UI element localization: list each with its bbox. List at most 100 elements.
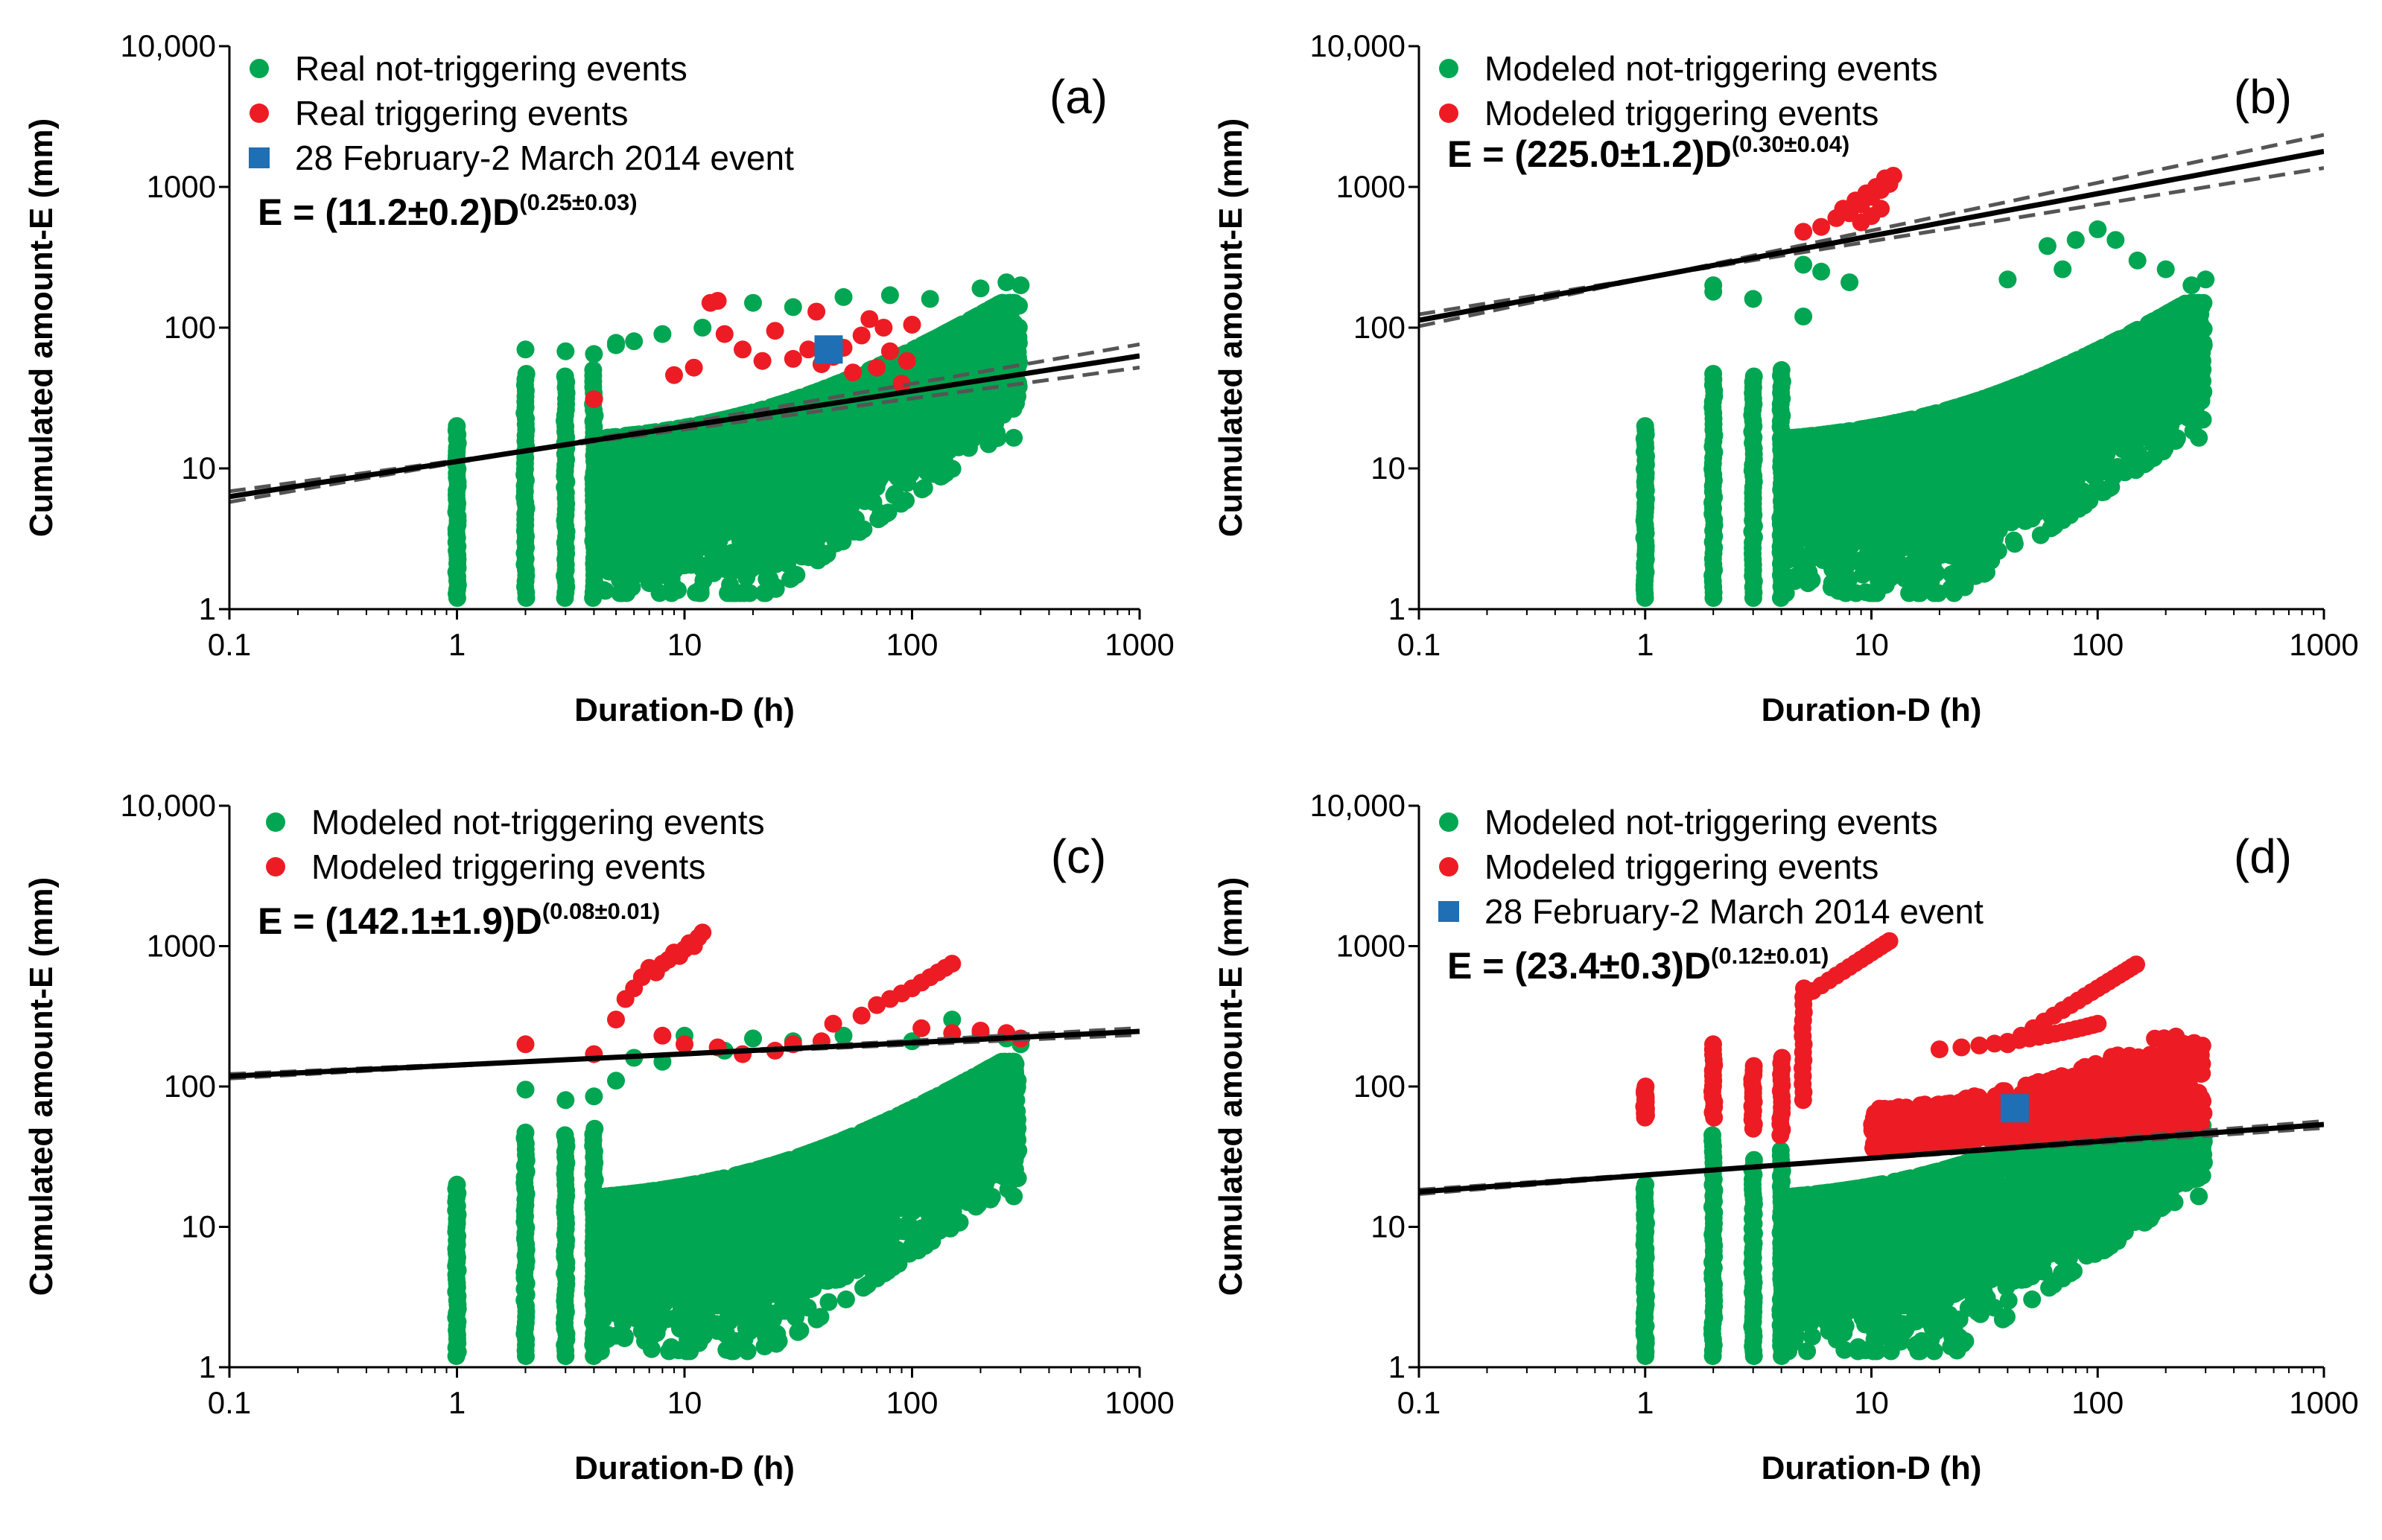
not-triggering-point — [784, 298, 802, 316]
triggering-point — [807, 302, 826, 321]
triggering-point — [892, 375, 911, 393]
not-triggering-point — [591, 484, 609, 503]
panel-a: 0.1 1 10 100 1000110100100010,000Duration-D … — [23, 28, 1175, 728]
triggering-point — [799, 340, 818, 359]
not-triggering-point — [833, 509, 852, 527]
not-triggering-point — [719, 584, 737, 602]
not-triggering-point — [596, 582, 614, 600]
not-triggering-point — [653, 325, 672, 343]
not-triggering-point — [669, 581, 687, 599]
legend-circle-marker — [250, 59, 269, 78]
not-triggering-point — [747, 475, 765, 494]
not-triggering-point — [850, 405, 868, 424]
not-triggering-point — [612, 584, 630, 602]
not-triggering-point — [637, 466, 655, 485]
not-triggering-point — [915, 479, 933, 497]
not-triggering-point — [744, 293, 762, 312]
not-triggering-point — [691, 584, 710, 602]
not-triggering-point — [617, 548, 635, 567]
not-triggering-point — [641, 565, 660, 584]
not-triggering-point — [720, 559, 739, 578]
not-triggering-point — [955, 435, 973, 454]
not-triggering-point — [1000, 325, 1018, 343]
not-triggering-point — [516, 340, 535, 359]
not-triggering-point — [667, 456, 685, 474]
not-triggering-point — [813, 516, 831, 535]
y-tick-label: 100 — [164, 310, 216, 345]
not-triggering-point — [650, 490, 669, 509]
not-triggering-point — [766, 421, 785, 439]
x-axis-title: Duration-D (h) — [574, 692, 795, 728]
not-triggering-point — [714, 433, 733, 451]
not-triggering-point — [715, 474, 734, 493]
not-triggering-point — [640, 444, 658, 462]
not-triggering-point — [804, 477, 823, 495]
not-triggering-point — [625, 332, 644, 351]
not-triggering-point — [767, 435, 786, 454]
x-tick-label: 10 — [667, 627, 702, 662]
threshold-line — [229, 353, 1140, 500]
panel-label: (a) — [1049, 70, 1108, 124]
not-triggering-point — [906, 401, 925, 420]
legend-circle-marker — [250, 104, 269, 123]
not-triggering-point — [629, 524, 647, 542]
x-tick-label: 100 — [886, 627, 938, 662]
not-triggering-point — [693, 319, 712, 337]
not-triggering-point — [787, 566, 806, 584]
not-triggering-point — [1772, 360, 1791, 379]
not-triggering-point — [556, 342, 575, 360]
y-tick-label: 10 — [181, 451, 216, 486]
triggering-point — [766, 322, 784, 340]
not-triggering-point — [971, 279, 990, 298]
triggering-point — [898, 351, 916, 370]
triggering-point — [903, 316, 921, 334]
triggering-point — [860, 310, 879, 328]
triggering-point — [585, 390, 603, 409]
not-triggering-point — [676, 505, 694, 523]
not-triggering-point — [920, 449, 938, 468]
not-triggering-point — [938, 439, 956, 457]
not-triggering-point — [782, 525, 801, 544]
not-triggering-point — [619, 455, 638, 474]
equation-main: E = (11.2±0.2)D — [258, 191, 519, 233]
y-tick-label: 10,000 — [121, 28, 216, 63]
event-2014-marker — [814, 335, 843, 364]
not-triggering-point — [825, 470, 844, 489]
y-tick-label: 1000 — [147, 169, 216, 204]
not-triggering-point — [784, 454, 803, 473]
not-triggering-point — [976, 344, 994, 363]
not-triggering-point — [649, 547, 667, 566]
plot-area — [1419, 133, 2324, 607]
not-triggering-point — [1001, 305, 1019, 324]
not-triggering-point — [829, 421, 848, 439]
legend-label: Real not-triggering events — [295, 49, 687, 88]
threshold-equation: E = (11.2±0.2)D(0.25±0.03) — [258, 189, 638, 233]
not-triggering-point — [1704, 365, 1723, 383]
not-triggering-point — [790, 543, 808, 561]
not-triggering-point — [517, 365, 536, 383]
not-triggering-point — [755, 496, 773, 514]
not-triggering-point — [670, 525, 688, 544]
not-triggering-point — [727, 451, 746, 469]
not-triggering-point — [803, 491, 822, 510]
not-triggering-point — [869, 510, 888, 529]
not-triggering-point — [584, 360, 603, 379]
not-triggering-point — [783, 477, 801, 495]
not-triggering-point — [676, 436, 695, 454]
not-triggering-point — [615, 500, 634, 519]
not-triggering-point — [596, 529, 614, 547]
not-triggering-point — [933, 326, 951, 345]
not-triggering-point — [699, 427, 717, 446]
not-triggering-point — [1744, 367, 1763, 386]
not-triggering-point — [593, 450, 611, 468]
not-triggering-point — [881, 439, 900, 457]
not-triggering-point — [916, 337, 935, 355]
panel-b: 0.1 1 10 100 1000110100100010,000Duration-D … — [1213, 28, 2359, 728]
not-triggering-point — [813, 544, 830, 562]
not-triggering-point — [933, 466, 952, 485]
not-triggering-point — [880, 286, 899, 305]
triggering-point — [708, 292, 727, 310]
not-triggering-point — [638, 511, 656, 529]
x-tick-label: 1000 — [1105, 627, 1174, 662]
not-triggering-point — [664, 481, 682, 500]
